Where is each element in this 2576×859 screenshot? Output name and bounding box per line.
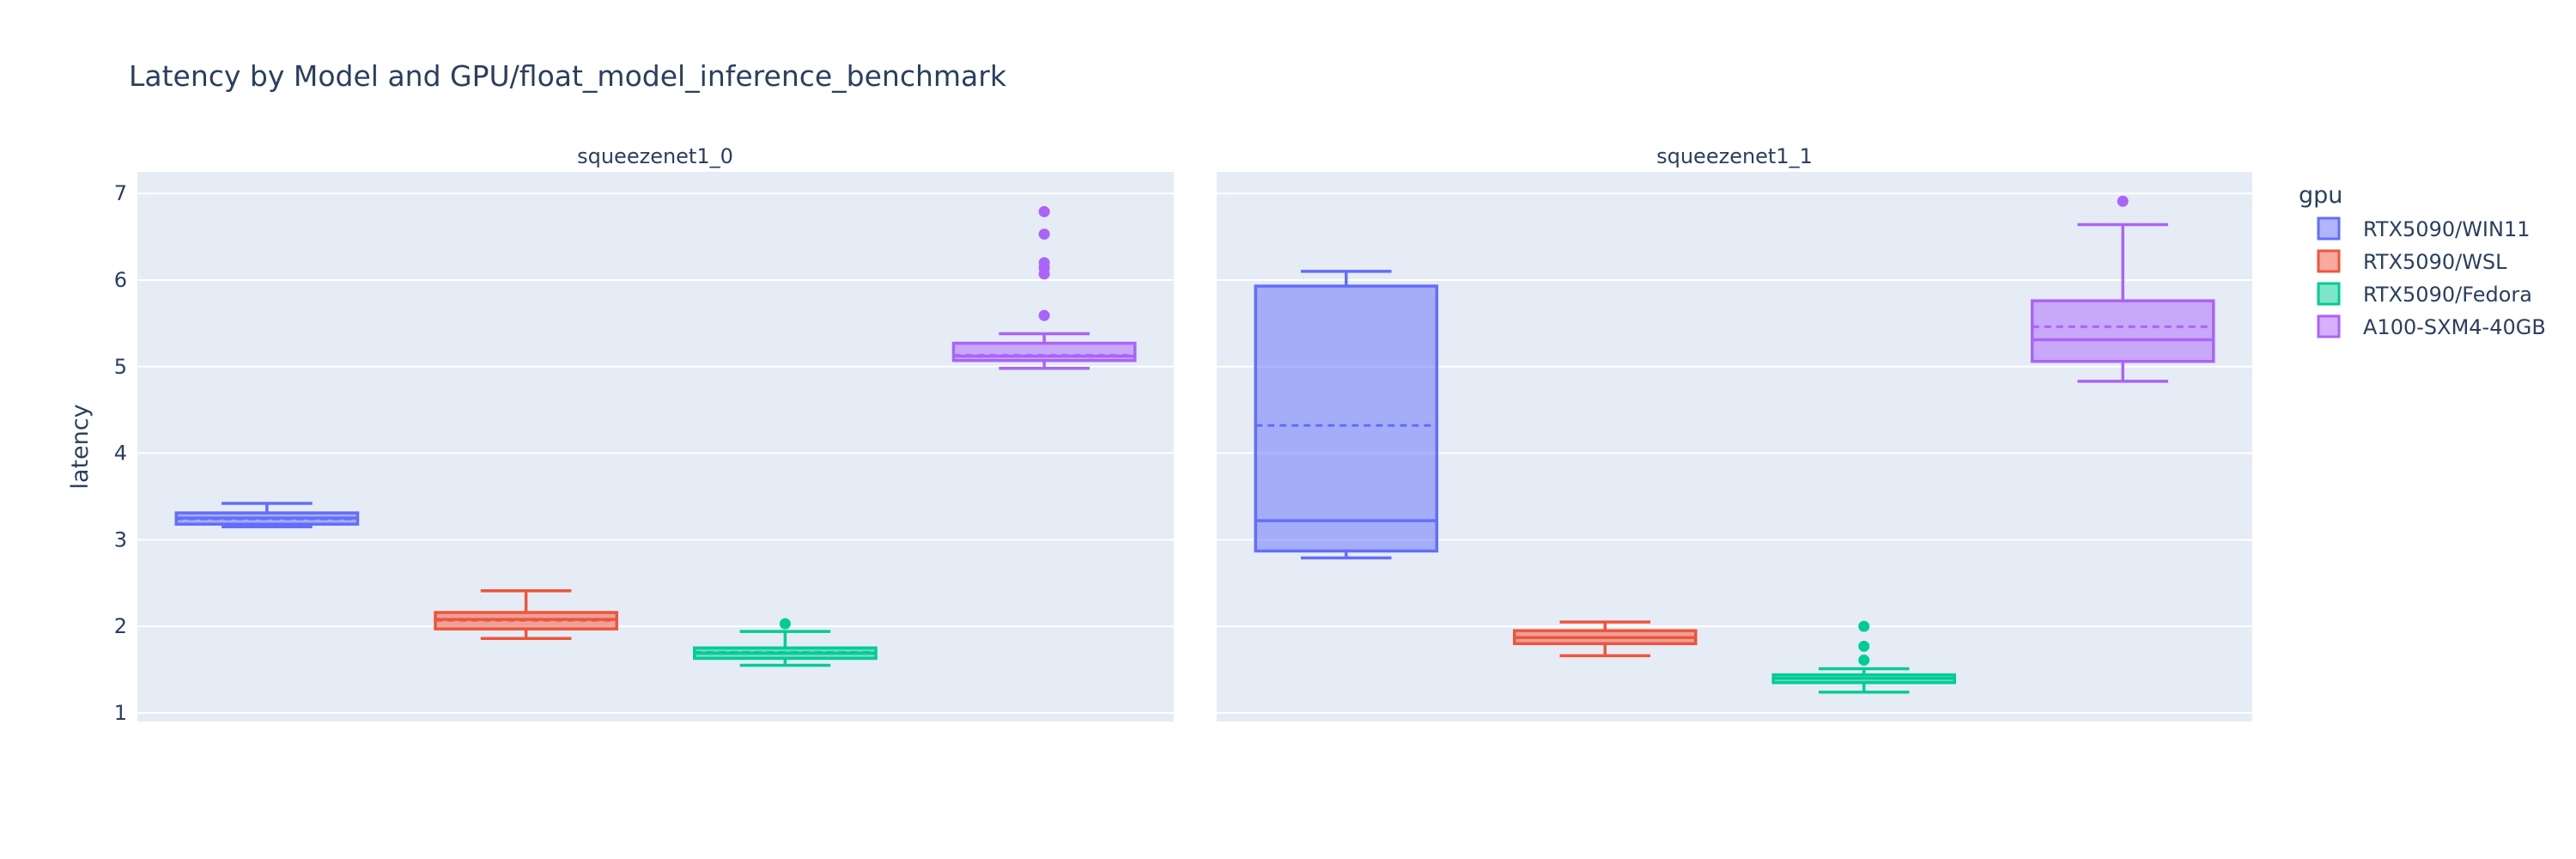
legend-item-RTX5090/Fedora[interactable]: RTX5090/Fedora: [2317, 282, 2532, 307]
outlier-point: [2117, 195, 2129, 207]
outlier-point: [1858, 654, 1870, 666]
box-iqr: [1254, 284, 1439, 553]
box-squeezenet1_0-RTX5090/Fedora: [693, 618, 878, 667]
legend-swatch: [2317, 314, 2341, 338]
box-squeezenet1_0-RTX5090/WIN11: [174, 502, 360, 528]
legend-label: A100-SXM4-40GB: [2363, 315, 2546, 339]
chart-title: Latency by Model and GPU/float_model_inf…: [129, 59, 1007, 93]
box-squeezenet1_0-RTX5090/WSL: [434, 589, 618, 640]
legend-title: gpu: [2299, 182, 2342, 209]
y-tick-label: 4: [114, 442, 127, 466]
outlier-point: [1038, 228, 1050, 241]
plot-area-squeezenet1_0: [137, 172, 1174, 722]
outlier-point: [1038, 309, 1050, 321]
box-squeezenet1_0-A100-SXM4-40GB: [951, 205, 1137, 370]
legend-item-A100-SXM4-40GB[interactable]: A100-SXM4-40GB: [2317, 314, 2546, 339]
y-axis-title: latency: [67, 404, 94, 489]
legend-label: RTX5090/Fedora: [2363, 283, 2532, 307]
outlier-point: [1858, 620, 1870, 632]
y-tick-label: 7: [114, 181, 127, 205]
box-iqr: [2030, 299, 2215, 363]
legend-label: RTX5090/WIN11: [2363, 217, 2530, 241]
outlier-point: [1038, 257, 1050, 269]
facet-title-squeezenet1_0: squeezenet1_0: [577, 144, 733, 168]
legend-item-RTX5090/WIN11[interactable]: RTX5090/WIN11: [2317, 216, 2530, 241]
y-tick-label: 6: [114, 268, 127, 292]
y-tick-label: 2: [114, 614, 127, 638]
outlier-point: [1858, 640, 1870, 652]
y-tick-label: 5: [114, 355, 127, 379]
outlier-point: [1038, 205, 1050, 217]
box-iqr: [951, 341, 1137, 362]
legend: gpu RTX5090/WIN11 RTX5090/WSL RTX5090/Fedo…: [2299, 182, 2546, 339]
box-squeezenet1_1-RTX5090/Fedora: [1771, 620, 1957, 694]
legend-swatch: [2317, 216, 2341, 241]
box-squeezenet1_1-RTX5090/WIN11: [1254, 270, 1439, 560]
y-tick-label: 3: [114, 527, 127, 551]
y-tick-label: 1: [114, 701, 127, 725]
box-squeezenet1_1-RTX5090/WSL: [1512, 620, 1698, 658]
legend-label: RTX5090/WSL: [2363, 250, 2507, 274]
legend-item-RTX5090/WSL[interactable]: RTX5090/WSL: [2317, 249, 2507, 274]
outlier-point: [779, 618, 791, 630]
facet-title-squeezenet1_1: squeezenet1_1: [1656, 144, 1813, 168]
box-squeezenet1_1-A100-SXM4-40GB: [2030, 195, 2215, 383]
legend-swatch: [2317, 282, 2341, 306]
legend-swatch: [2317, 249, 2341, 273]
